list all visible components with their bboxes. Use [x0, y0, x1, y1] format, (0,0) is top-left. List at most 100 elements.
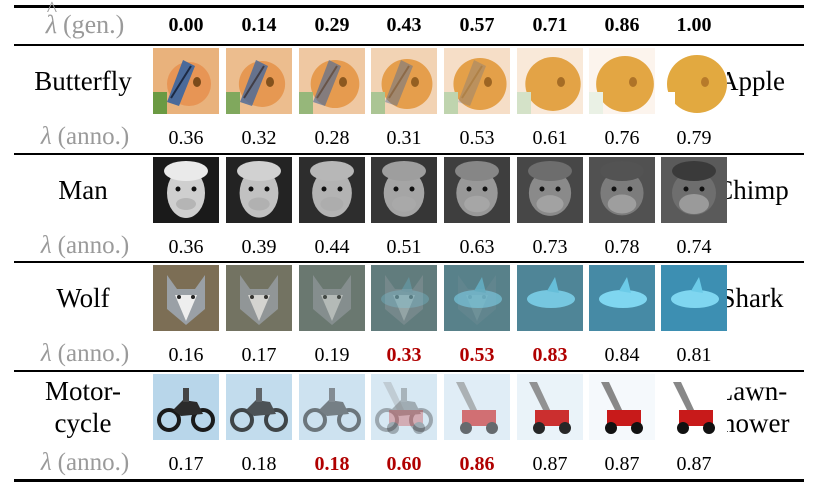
gen-lambda-value: 0.14 — [241, 14, 277, 36]
anno-label-text: (anno.) — [57, 449, 130, 476]
interpolated-image — [153, 374, 219, 440]
anno-value: 0.53 — [459, 127, 495, 149]
anno-value: 0.63 — [459, 236, 495, 258]
target-class-label: Apple — [700, 65, 804, 97]
interpolated-image — [153, 265, 219, 331]
interpolated-image — [444, 48, 510, 114]
anno-value: 0.36 — [168, 127, 204, 149]
interpolated-image — [371, 157, 437, 223]
anno-value-highlighted: 0.83 — [532, 344, 568, 366]
interpolated-image — [517, 374, 583, 440]
header-rule — [14, 44, 804, 46]
gen-label-text: (gen.) — [62, 10, 125, 39]
anno-value-highlighted: 0.18 — [314, 453, 350, 475]
row-divider — [14, 153, 804, 155]
anno-value-highlighted: 0.53 — [459, 344, 495, 366]
anno-value: 0.81 — [676, 344, 712, 366]
anno-value: 0.79 — [676, 127, 712, 149]
interpolated-image — [517, 157, 583, 223]
anno-label-text: (anno.) — [57, 232, 130, 259]
anno-value: 0.76 — [604, 127, 640, 149]
anno-value: 0.87 — [676, 453, 712, 475]
anno-value: 0.32 — [241, 127, 277, 149]
anno-value: 0.16 — [168, 344, 204, 366]
lambda-symbol: λ — [40, 232, 52, 259]
hat-accent: ^ — [46, 0, 58, 21]
label-line: Chimp — [715, 175, 789, 205]
interpolated-image — [371, 48, 437, 114]
anno-lambda-label: λ (anno.) — [20, 231, 150, 261]
anno-lambda-label: λ (anno.) — [20, 339, 150, 369]
label-line: Apple — [719, 66, 785, 96]
source-class-label: Butterfly — [14, 65, 152, 97]
interpolated-image — [299, 157, 365, 223]
interpolated-image — [589, 265, 655, 331]
anno-value: 0.17 — [168, 453, 204, 475]
anno-value: 0.17 — [241, 344, 277, 366]
target-class-label: Chimp — [700, 174, 804, 206]
interpolated-image — [661, 374, 727, 440]
anno-label-text: (anno.) — [57, 123, 130, 150]
interpolated-image — [226, 157, 292, 223]
interpolated-image — [589, 374, 655, 440]
target-class-label: Shark — [700, 282, 804, 314]
lambda-symbol: λ — [45, 10, 57, 39]
anno-value: 0.87 — [532, 453, 568, 475]
anno-value: 0.51 — [386, 236, 422, 258]
anno-label-text: (anno.) — [57, 340, 130, 367]
interpolated-image — [226, 374, 292, 440]
top-rule — [14, 5, 804, 8]
anno-value: 0.73 — [532, 236, 568, 258]
gen-lambda-value: 0.57 — [459, 14, 495, 36]
gen-lambda-label: ^ λ (gen.) — [20, 0, 150, 42]
lambda-hat-symbol: ^ λ — [45, 0, 57, 40]
interpolated-image — [299, 265, 365, 331]
label-line: Lawn- — [716, 376, 788, 406]
interpolated-image — [226, 265, 292, 331]
interpolated-image — [444, 374, 510, 440]
label-line: Man — [58, 175, 108, 205]
source-class-label: Wolf — [14, 282, 152, 314]
anno-value: 0.19 — [314, 344, 350, 366]
gen-lambda-value: 0.86 — [604, 14, 640, 36]
row-divider — [14, 370, 804, 372]
anno-value: 0.31 — [386, 127, 422, 149]
anno-lambda-label: λ (anno.) — [20, 448, 150, 478]
anno-value: 0.84 — [604, 344, 640, 366]
interpolated-image — [153, 48, 219, 114]
lambda-symbol: λ — [40, 123, 52, 150]
interpolated-image — [299, 374, 365, 440]
anno-value: 0.39 — [241, 236, 277, 258]
interpolated-image — [661, 48, 727, 114]
bottom-rule — [14, 479, 804, 482]
interpolated-image — [371, 265, 437, 331]
gen-lambda-value: 0.00 — [168, 14, 204, 36]
anno-value: 0.44 — [314, 236, 350, 258]
label-line: Butterfly — [34, 66, 132, 96]
interpolated-image — [589, 48, 655, 114]
lambda-symbol: λ — [40, 340, 52, 367]
interpolated-image — [444, 157, 510, 223]
anno-value: 0.78 — [604, 236, 640, 258]
row-divider — [14, 261, 804, 263]
anno-value: 0.87 — [604, 453, 640, 475]
interpolated-image — [299, 48, 365, 114]
anno-value-highlighted: 0.60 — [386, 453, 422, 475]
gen-lambda-value: 1.00 — [676, 14, 712, 36]
source-class-label: Motor-cycle — [14, 375, 152, 439]
label-line: Wolf — [56, 283, 110, 313]
anno-value: 0.18 — [241, 453, 277, 475]
interpolated-image — [661, 157, 727, 223]
gen-lambda-value: 0.43 — [386, 14, 422, 36]
interpolated-image — [226, 48, 292, 114]
interpolated-image — [661, 265, 727, 331]
interpolated-image — [371, 374, 437, 440]
anno-value: 0.74 — [676, 236, 712, 258]
anno-lambda-label: λ (anno.) — [20, 122, 150, 152]
interpolated-image — [517, 48, 583, 114]
anno-value: 0.61 — [532, 127, 568, 149]
gen-lambda-value: 0.71 — [532, 14, 568, 36]
anno-value-highlighted: 0.33 — [386, 344, 422, 366]
interpolated-image — [517, 265, 583, 331]
